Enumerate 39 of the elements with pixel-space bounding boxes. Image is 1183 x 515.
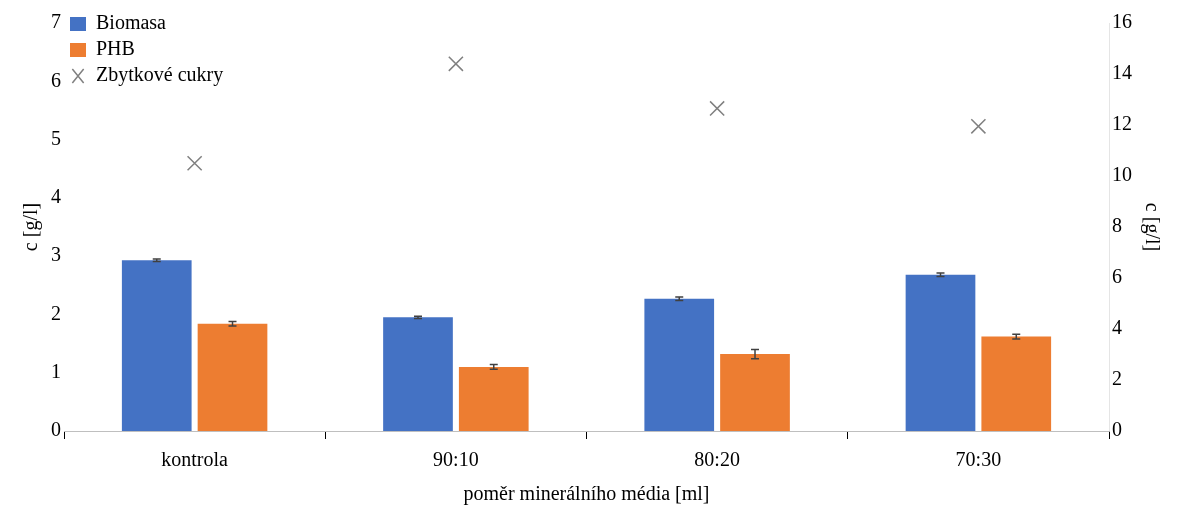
x-tick-label: kontrola	[161, 448, 229, 471]
y-tick-label: 6	[51, 68, 61, 91]
bar	[720, 354, 790, 431]
bar	[981, 336, 1052, 431]
y2-tick-label: 0	[1112, 418, 1122, 441]
bar	[197, 323, 268, 431]
y-tick-label: 4	[51, 185, 61, 208]
y2-tick-label: 14	[1112, 61, 1132, 84]
point	[970, 118, 987, 135]
bar	[121, 260, 192, 431]
x-axis-title: poměr minerálního média [ml]	[463, 482, 710, 506]
y2-tick-label: 4	[1112, 316, 1122, 339]
y-tick-label: 7	[51, 10, 61, 33]
y2-tick-label: 10	[1112, 163, 1132, 186]
y2-axis-title: c [g/l]	[1140, 202, 1164, 252]
y2-tick-label: 2	[1112, 367, 1122, 390]
point	[186, 155, 203, 172]
y-tick-label: 1	[51, 359, 61, 382]
y-tick-label: 0	[51, 418, 61, 441]
point	[709, 100, 725, 117]
x-tick-label: 90:10	[433, 448, 479, 471]
legend-label: PHB	[96, 37, 135, 60]
bar	[383, 317, 453, 431]
legend-label: Biomasa	[96, 11, 167, 34]
x-tick-label: 80:20	[694, 448, 740, 471]
bar	[644, 298, 715, 431]
y2-tick-label: 6	[1112, 265, 1122, 288]
point	[448, 55, 464, 72]
y-tick-label: 2	[51, 301, 61, 324]
y-axis-title: c [g/l]	[19, 202, 43, 252]
bar	[905, 274, 976, 431]
y2-tick-label: 16	[1112, 10, 1132, 33]
x-tick-label: 70:30	[955, 448, 1002, 471]
y-tick-label: 5	[51, 126, 61, 149]
legend-label: Zbytkové cukry	[96, 63, 224, 87]
bar	[458, 366, 529, 431]
y2-tick-label: 8	[1112, 214, 1122, 237]
y-tick-label: 3	[51, 243, 61, 266]
y2-tick-label: 12	[1112, 112, 1132, 135]
